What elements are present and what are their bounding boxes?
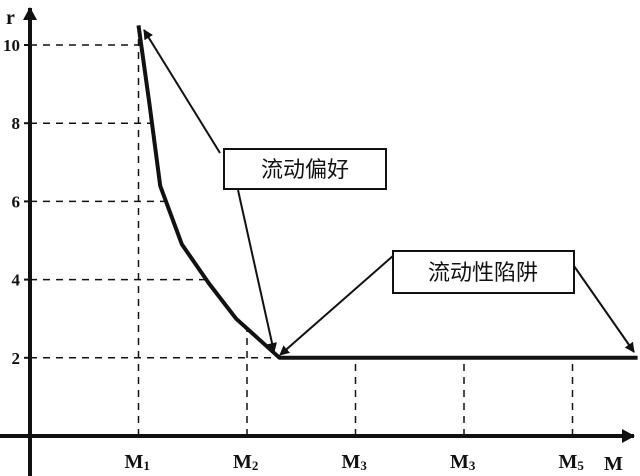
annotation-1-box xyxy=(223,148,387,190)
annotation-2-text: 流动性陷阱 xyxy=(428,261,538,286)
y-tick-labels: 2 4 6 8 10 xyxy=(3,36,30,368)
x-tick-subscript: 1 xyxy=(143,458,150,473)
y-tick-label: 10 xyxy=(3,36,20,55)
x-tick-label: M3 xyxy=(342,451,368,473)
y-tick-label: 8 xyxy=(12,114,21,133)
liquidity-curve xyxy=(136,25,638,360)
annotation-1-arrow-top xyxy=(143,29,221,154)
y-tick-label: 2 xyxy=(12,349,21,368)
x-tick-subscript: 5 xyxy=(577,458,584,473)
annotation-1-arrow-kink xyxy=(237,189,277,353)
annotation-1-text: 流动偏好 xyxy=(261,158,349,183)
x-tick-subscript: 3 xyxy=(469,458,476,473)
x-tick-label: M3 xyxy=(450,451,476,473)
x-tick-label: M1 xyxy=(125,451,150,473)
y-tick-label: 6 xyxy=(12,192,21,211)
annotation-2-arrow-kink xyxy=(279,254,395,356)
x-tick-label: M2 xyxy=(233,451,258,473)
annotations: 流动偏好 流动性陷阱 xyxy=(143,29,635,356)
y-tick-label: 4 xyxy=(12,271,21,290)
x-tick-subscript: 3 xyxy=(360,458,367,473)
x-tick-labels: M1 M2 M3 M3 M5 xyxy=(125,451,585,473)
y-axis-title: r xyxy=(6,7,15,29)
x-axis-title: M xyxy=(604,453,623,475)
dashed-guides xyxy=(30,25,574,436)
x-tick-subscript: 2 xyxy=(252,458,259,473)
x-tick-label: M5 xyxy=(559,451,585,473)
annotation-2-arrow-right xyxy=(573,265,635,353)
annotation-2-box xyxy=(392,250,575,294)
